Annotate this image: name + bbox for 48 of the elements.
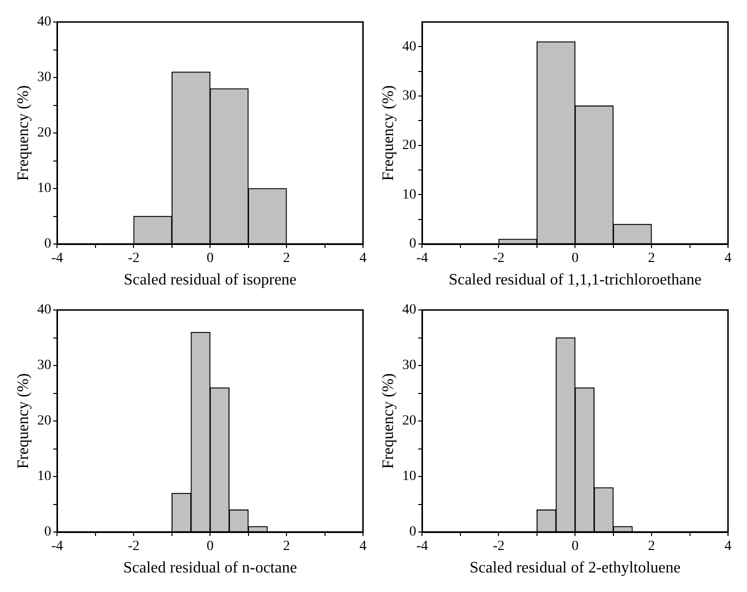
x-tick-label: -2	[128, 539, 140, 554]
y-tick-label: 0	[409, 524, 416, 540]
x-tick-label: -4	[416, 251, 428, 266]
y-tick-label: 40	[37, 14, 52, 30]
y-tick-label: 20	[402, 414, 416, 429]
y-tick-label: 0	[44, 524, 52, 540]
x-axis-title: Scaled residual of 1,1,1-trichloroethane	[448, 272, 702, 289]
y-tick-label: 10	[402, 187, 416, 202]
x-axis-title: Scaled residual of n-octane	[123, 560, 297, 577]
x-tick-label: -4	[51, 251, 64, 266]
x-tick-label: 2	[648, 251, 656, 266]
x-tick-label: 0	[206, 539, 214, 554]
x-tick-label: 0	[572, 539, 579, 554]
y-tick-label: 0	[44, 236, 52, 252]
x-tick-label: -2	[492, 539, 504, 554]
y-tick-label: 10	[37, 469, 52, 484]
y-tick-label: 10	[402, 469, 416, 484]
x-tick-label: 2	[648, 539, 656, 554]
x-tick-label: 4	[724, 539, 732, 554]
x-tick-label: 2	[283, 251, 290, 266]
y-tick-label: 30	[402, 88, 416, 104]
y-tick-label: 20	[402, 138, 416, 154]
y-axis-title: Frequency (%)	[380, 373, 397, 469]
y-axis-title: Frequency (%)	[380, 85, 397, 181]
y-tick-label: 30	[402, 358, 416, 374]
x-tick-label: -2	[128, 251, 140, 266]
x-tick-label: 4	[724, 251, 732, 266]
x-tick-label: -2	[492, 251, 504, 266]
x-tick-label: 4	[360, 539, 366, 554]
y-tick-label: 20	[37, 126, 52, 141]
y-tick-label: 40	[402, 302, 416, 318]
x-tick-label: 2	[283, 539, 290, 554]
y-tick-label: 30	[37, 70, 52, 86]
y-axis-title: Frequency (%)	[14, 373, 32, 469]
y-tick-label: 20	[37, 414, 52, 429]
x-tick-label: -4	[416, 539, 428, 554]
x-axis-title: Scaled residual of 2-ethyltoluene	[470, 560, 681, 577]
y-tick-label: 30	[37, 358, 52, 374]
x-tick-label: 4	[360, 251, 366, 266]
x-tick-label: 0	[206, 251, 214, 266]
x-tick-label: 0	[572, 251, 579, 266]
x-tick-label: -4	[51, 539, 64, 554]
y-axis-title: Frequency (%)	[14, 85, 32, 181]
x-axis-title: Scaled residual of isoprene	[124, 272, 297, 289]
y-tick-label: 40	[37, 302, 52, 318]
y-tick-label: 40	[402, 39, 416, 54]
y-tick-label: 10	[37, 181, 52, 196]
y-tick-label: 0	[409, 236, 416, 252]
